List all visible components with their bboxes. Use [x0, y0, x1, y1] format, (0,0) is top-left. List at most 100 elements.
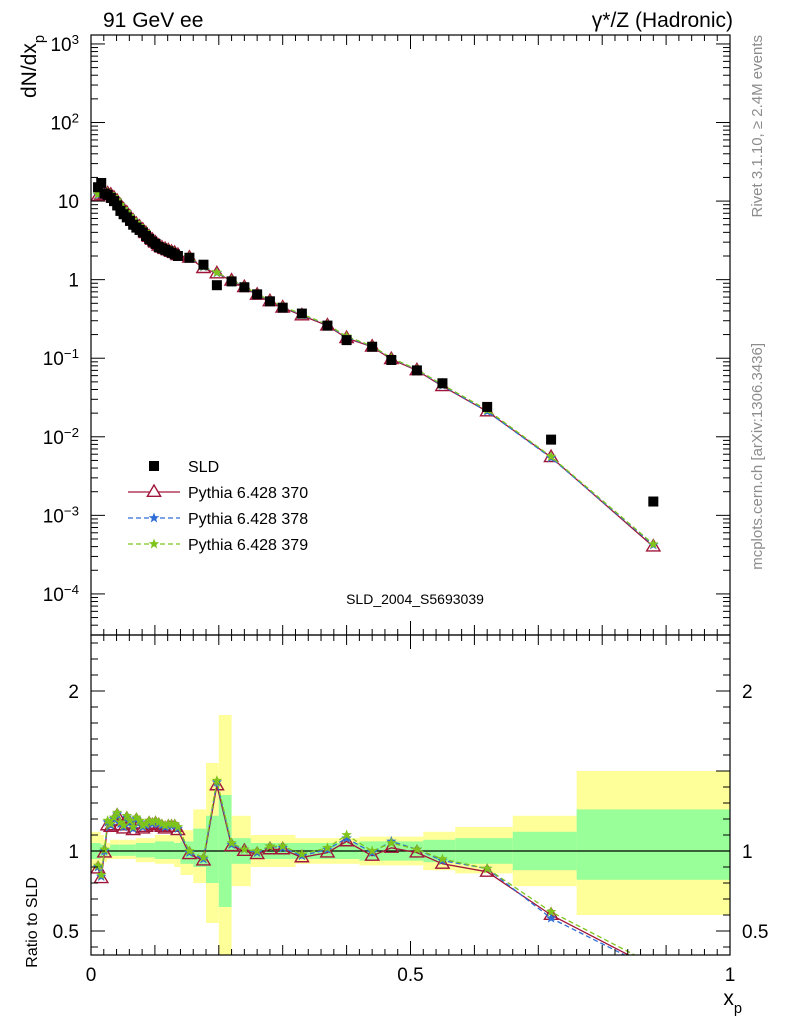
ratio-pythia-379-point: [172, 821, 184, 832]
legend-label: Pythia 6.428 370: [188, 485, 308, 502]
green-band-bin: [110, 844, 120, 856]
legend-entry-pythia-378: Pythia 6.428 378: [128, 511, 308, 528]
ratio-pythia-379-point: [184, 845, 195, 856]
green-band-bin: [135, 843, 155, 858]
pythia-379-point: [545, 451, 557, 462]
sld-point: [198, 259, 209, 270]
header-right-label: γ*/Z (Hadronic): [592, 9, 733, 32]
green-band-bin: [154, 841, 175, 859]
sld-point: [648, 496, 659, 507]
ratio-pythia-379-point: [341, 829, 352, 840]
ratio-pythia-379-point: [143, 815, 155, 826]
sld-point: [264, 296, 275, 307]
ratio-pythia-379-point: [648, 959, 658, 969]
ratio-pythia-379-point: [156, 818, 168, 829]
sld-point: [386, 354, 397, 365]
ratio-pythia-379-point: [102, 815, 113, 826]
ratio-pythia-379-point: [159, 819, 171, 830]
ratio-pythia-370-point: [209, 777, 225, 791]
sld-point: [322, 320, 333, 331]
green-band-bin: [206, 815, 219, 883]
ratio-pythia-379-point: [147, 816, 158, 827]
ratio-pythia-379-point: [545, 906, 557, 917]
ratio-pythia-370-point: [434, 855, 451, 869]
legend-label: Pythia 6.428 379: [188, 537, 308, 554]
ratio-pythia-379-point: [296, 848, 308, 859]
ratio-pythia-379-point: [264, 840, 276, 851]
ratio-pythia-370-point: [647, 961, 660, 972]
legend-marker: [148, 538, 160, 549]
ratio-y-ticks: 0.5 0.5 1 1 2 2: [53, 642, 768, 948]
ratio-pythia-379-point: [127, 821, 139, 832]
pythia-378-line: [97, 191, 654, 546]
ratio-pythia-379-point: [153, 816, 164, 827]
ratio-pythia-379-point: [137, 819, 148, 830]
pythia-379-point: [211, 267, 223, 278]
ratio-pythia-379-point: [99, 843, 110, 854]
pythia-370-point: [645, 538, 662, 552]
ratio-pythia-379-point: [124, 815, 136, 826]
ratio-pythia-379-point: [111, 807, 123, 818]
sld-point: [296, 308, 307, 319]
ratio-pythia-370-point: [170, 821, 186, 836]
ratio-y-tick-label: 1: [68, 842, 79, 863]
sld-point: [367, 341, 378, 352]
top-y-tick-label: 10−1: [43, 346, 79, 371]
legend-label: SLD: [188, 459, 219, 476]
ratio-pythia-370-point: [249, 845, 266, 860]
legend-marker-sld: [149, 461, 159, 471]
legend-marker: [146, 483, 162, 498]
ratio-pythia-379-point: [277, 840, 288, 851]
x-tick-label: 1: [725, 965, 736, 986]
x-tick-label: 0.5: [397, 965, 423, 986]
ratio-pythia-379-point: [481, 863, 493, 874]
ratio-pythia-379-series: [92, 775, 658, 969]
sld-point: [226, 276, 237, 287]
ratio-pythia-378-point: [648, 964, 658, 974]
pythia-378-series: [92, 187, 659, 550]
sld-point: [437, 378, 448, 389]
ratio-pythia-379-point: [198, 851, 209, 862]
ratio-pythia-379-point: [134, 815, 145, 826]
analysis-label: SLD_2004_S5693039: [346, 591, 484, 607]
header-left-label: 91 GeV ee: [103, 9, 203, 32]
ratio-pythia-379-point: [211, 775, 223, 786]
pythia-379-line: [97, 191, 654, 545]
green-band-bin: [576, 809, 730, 880]
x-axis-title: xp: [723, 987, 742, 1017]
top-y-tick-label: 10−3: [43, 503, 79, 528]
ratio-pythia-379-point: [437, 853, 448, 864]
source-side-label: mcplots.cern.ch [arXiv:1306.3436]: [749, 343, 766, 570]
ratio-pythia-379-point: [108, 811, 120, 822]
ratio-pythia-379-point: [226, 837, 237, 848]
sld-point: [211, 280, 222, 291]
sld-point: [277, 302, 288, 313]
green-band-bin: [119, 844, 136, 856]
ratio-pythia-379-point: [115, 816, 126, 827]
sld-point: [341, 335, 352, 346]
ratio-pythia-370-point: [93, 869, 110, 884]
ratio-y-tick-label-right: 1: [742, 842, 753, 863]
top-panel-frame: [90, 34, 731, 636]
ratio-y-axis-title: Ratio to SLD: [24, 877, 41, 968]
ratio-y-tick-label: 2: [68, 682, 79, 703]
ratio-y-tick-label-right: 0.5: [742, 922, 768, 943]
ratio-pythia-379-point: [366, 845, 378, 856]
legend-marker: [148, 512, 160, 523]
top-y-ticks: 10−4 10−3 10−2 10−1 1 10 102 103: [43, 31, 730, 636]
ratio-pythia-378-point: [545, 912, 557, 923]
ratio-pythia-379-point: [121, 810, 133, 821]
ratio-pythia-370-point: [125, 821, 142, 836]
ratio-y-tick-label-right: 2: [742, 682, 753, 703]
sld-point: [112, 200, 123, 211]
legend-entry-pythia-379: Pythia 6.428 379: [128, 537, 308, 554]
top-y-tick-label: 10−2: [43, 424, 79, 449]
legend-entry-pythia-370: Pythia 6.428 370: [128, 483, 308, 502]
ratio-pythia-370-point: [195, 852, 212, 866]
ratio-pythia-370-point: [364, 847, 381, 861]
sld-point: [411, 365, 422, 376]
ratio-bands: [91, 715, 730, 955]
ratio-pythia-379-point: [131, 811, 142, 822]
legend-label: Pythia 6.428 378: [188, 511, 308, 528]
